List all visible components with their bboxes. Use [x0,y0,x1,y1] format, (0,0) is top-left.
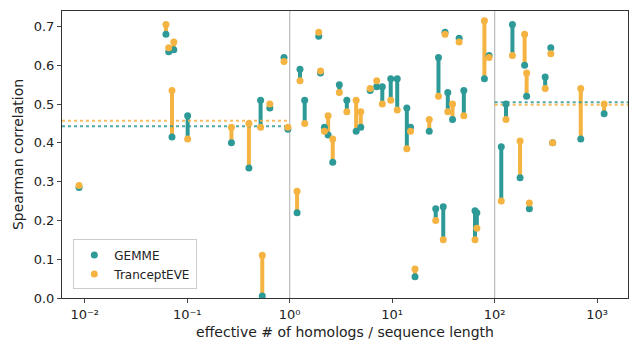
svg-text:0.1: 0.1 [34,252,55,267]
svg-text:0.0: 0.0 [34,291,55,306]
svg-text:0.2: 0.2 [34,213,55,228]
svg-text:GEMME: GEMME [114,249,159,263]
svg-text:0.6: 0.6 [34,58,55,73]
svg-text:0.3: 0.3 [34,174,55,189]
svg-text:10²: 10² [484,307,506,322]
svg-text:10⁰: 10⁰ [279,307,301,322]
svg-text:0.7: 0.7 [34,19,55,34]
svg-text:effective # of homologs / sequ: effective # of homologs / sequence lengt… [196,324,494,340]
svg-text:10⁻¹: 10⁻¹ [173,307,202,322]
svg-text:0.5: 0.5 [34,97,55,112]
svg-text:10¹: 10¹ [381,307,403,322]
svg-text:TranceptEVE: TranceptEVE [113,268,189,282]
svg-text:0.4: 0.4 [34,135,55,150]
svg-text:Spearman correlation: Spearman correlation [10,79,26,230]
svg-text:10³: 10³ [586,307,608,322]
svg-text:10⁻²: 10⁻² [70,307,99,322]
